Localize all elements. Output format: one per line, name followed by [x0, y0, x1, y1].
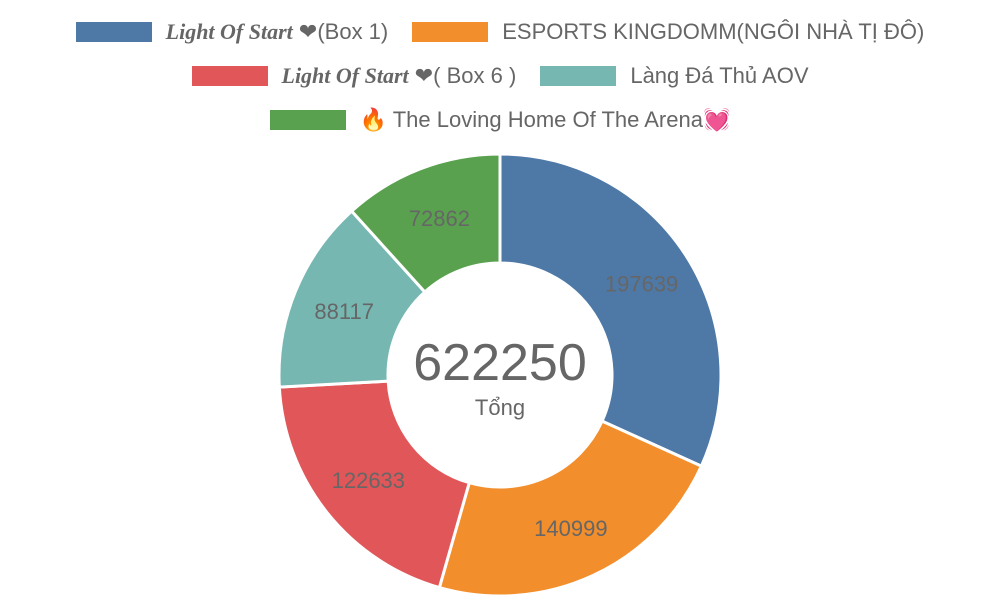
legend-row-2: Light Of Start ❤( Box 6 ) Làng Đá Thủ AO… — [0, 61, 1000, 91]
slice-value-label-4: 88117 — [314, 299, 374, 324]
legend-swatch-5 — [269, 110, 346, 130]
legend-row-3: 🔥 The Loving Home Of The Arena💓 — [0, 105, 1000, 135]
legend-swatch-3 — [191, 66, 268, 86]
legend-item-1[interactable]: Light Of Start ❤(Box 1) — [75, 19, 389, 45]
legend-item-3[interactable]: Light Of Start ❤( Box 6 ) — [191, 63, 517, 89]
slice-1[interactable] — [498, 152, 723, 469]
slice-3[interactable] — [277, 379, 472, 590]
legend-label-3: Light Of Start ❤( Box 6 ) — [281, 63, 517, 88]
doughnut-slice-labels: 197639 140999 122633 88117 72862 — [314, 206, 678, 541]
slice-2[interactable] — [437, 419, 704, 598]
slice-value-label-3: 122633 — [332, 468, 405, 493]
legend-label-1: Light Of Start ❤(Box 1) — [165, 19, 389, 44]
legend-item-4[interactable]: Làng Đá Thủ AOV — [540, 63, 809, 89]
legend-label-5: 🔥 The Loving Home Of The Arena💓 — [359, 107, 731, 132]
slice-5[interactable] — [349, 152, 502, 295]
doughnut-slices — [277, 152, 723, 598]
slice-value-label-1: 197639 — [605, 272, 678, 297]
slice-value-label-2: 140999 — [534, 516, 607, 541]
legend-row-1: Light Of Start ❤(Box 1) ESPORTS KINGDOMM… — [0, 17, 1000, 47]
center-total-label: Tổng — [475, 395, 525, 420]
legend-item-5[interactable]: 🔥 The Loving Home Of The Arena💓 — [269, 107, 731, 133]
legend-label-2: ESPORTS KINGDOMM(NGÔI NHÀ TỊ ĐÔ) — [502, 19, 925, 44]
slice-value-label-5: 72862 — [409, 206, 470, 231]
legend-swatch-1 — [75, 22, 152, 42]
legend-swatch-2 — [412, 22, 489, 42]
legend-swatch-4 — [540, 66, 617, 86]
legend-label-4: Làng Đá Thủ AOV — [630, 63, 809, 88]
legend-item-2[interactable]: ESPORTS KINGDOMM(NGÔI NHÀ TỊ ĐÔ) — [412, 19, 924, 45]
center-total-value: 622250 — [413, 334, 587, 392]
